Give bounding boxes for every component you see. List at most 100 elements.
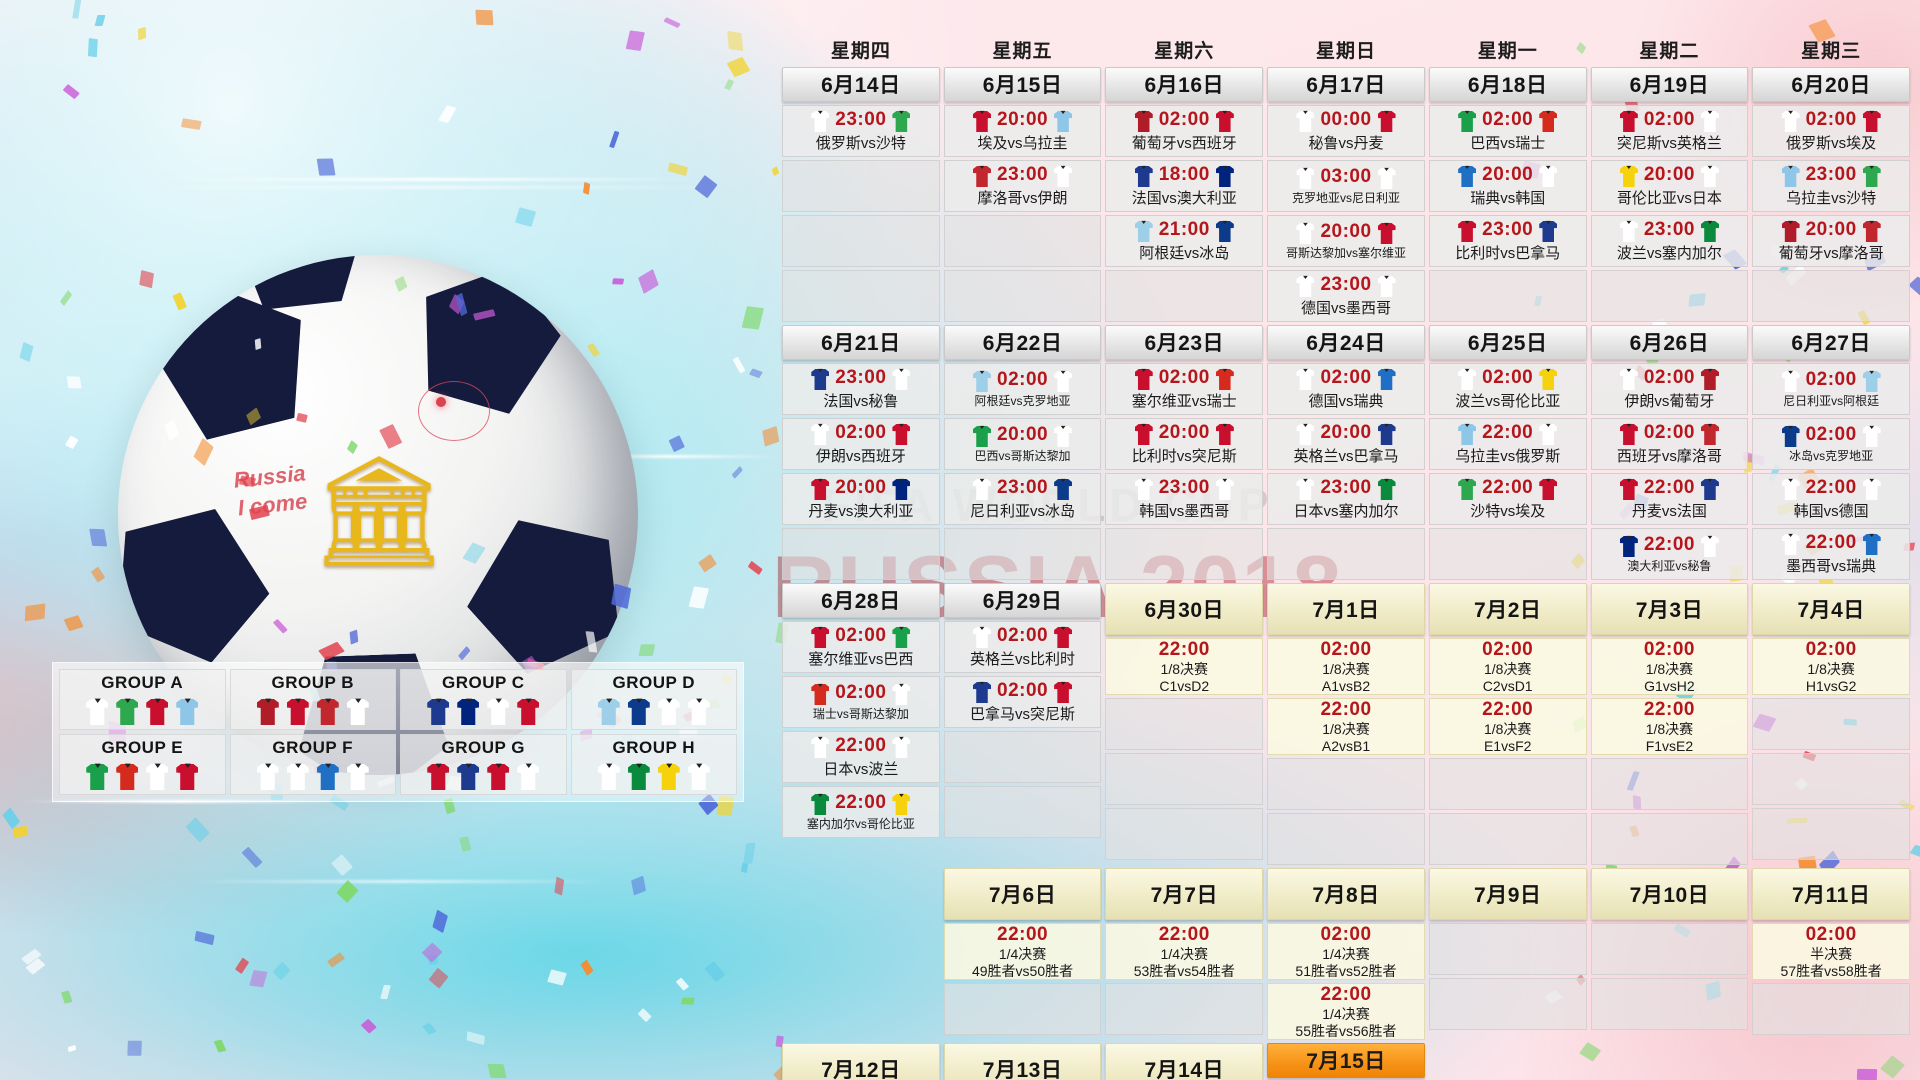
match-card[interactable]: 02:00 伊朗vs葡萄牙 — [1590, 363, 1749, 415]
match-card[interactable]: 21:00 阿根廷vs冰岛 — [1105, 215, 1264, 267]
date-header[interactable]: 6月30日 — [1105, 583, 1264, 635]
match-card[interactable]: 20:00 瑞典vs韩国 — [1428, 160, 1587, 212]
date-header[interactable]: 6月19日 — [1590, 67, 1749, 102]
knockout-match-card[interactable]: 02:00 1/8决赛 C2vsD1 — [1428, 638, 1587, 696]
date-header[interactable]: 7月1日 — [1267, 583, 1425, 635]
match-card[interactable]: 02:00 尼日利亚vs阿根廷 — [1752, 363, 1910, 415]
group-card-c[interactable]: GROUP C — [400, 669, 567, 730]
date-header[interactable]: 6月26日 — [1590, 325, 1749, 360]
date-header[interactable]: 7月12日 — [782, 1043, 940, 1080]
date-header[interactable]: 6月18日 — [1428, 67, 1587, 102]
knockout-match-card[interactable]: 22:00 1/4决赛 53胜者vs54胜者 — [1105, 923, 1264, 981]
match-card[interactable]: 23:00 法国vs秘鲁 — [782, 363, 940, 415]
knockout-match-card[interactable]: 02:00 1/8决赛 H1vsG2 — [1752, 638, 1910, 696]
match-card[interactable]: 02:00 波兰vs哥伦比亚 — [1428, 363, 1587, 415]
match-card[interactable]: 22:00 乌拉圭vs俄罗斯 — [1428, 418, 1587, 470]
match-card[interactable]: 02:00 冰岛vs克罗地亚 — [1752, 418, 1910, 470]
date-header[interactable]: 6月14日 — [782, 67, 940, 102]
match-card[interactable]: 03:00 克罗地亚vs尼日利亚 — [1267, 160, 1425, 212]
date-header[interactable]: 7月2日 — [1428, 583, 1587, 635]
knockout-match-card[interactable]: 22:00 1/8决赛 E1vsF2 — [1428, 698, 1587, 756]
group-card-h[interactable]: GROUP H — [570, 734, 737, 795]
match-card[interactable]: 02:00 葡萄牙vs西班牙 — [1105, 105, 1264, 157]
knockout-match-card[interactable]: 22:00 1/8决赛 A2vsB1 — [1267, 698, 1425, 756]
date-header[interactable]: 7月9日 — [1428, 868, 1587, 921]
date-header[interactable]: 6月22日 — [943, 325, 1102, 360]
match-card[interactable]: 22:00 塞内加尔vs哥伦比亚 — [782, 786, 940, 838]
date-header[interactable]: 7月13日 — [943, 1043, 1102, 1080]
date-header[interactable]: 6月27日 — [1752, 325, 1910, 360]
match-card[interactable]: 23:00 日本vs塞内加尔 — [1267, 473, 1425, 525]
date-header[interactable]: 7月4日 — [1752, 583, 1910, 635]
date-header[interactable]: 7月3日 — [1590, 583, 1749, 635]
knockout-match-card[interactable]: 02:00 1/4决赛 51胜者vs52胜者 — [1267, 923, 1425, 981]
date-header[interactable]: 7月7日 — [1105, 868, 1264, 921]
match-card[interactable]: 02:00 俄罗斯vs埃及 — [1752, 105, 1910, 157]
match-card[interactable]: 23:00 比利时vs巴拿马 — [1428, 215, 1587, 267]
date-header[interactable]: 7月11日 — [1752, 868, 1910, 921]
group-card-f[interactable]: GROUP F — [229, 734, 396, 795]
match-card[interactable]: 20:00 哥伦比亚vs日本 — [1590, 160, 1749, 212]
match-card[interactable]: 22:00 墨西哥vs瑞典 — [1752, 528, 1910, 580]
match-card[interactable]: 02:00 阿根廷vs克罗地亚 — [943, 363, 1102, 415]
group-card-d[interactable]: GROUP D — [570, 669, 737, 730]
date-header[interactable]: 6月23日 — [1105, 325, 1264, 360]
date-header[interactable]: 6月16日 — [1105, 67, 1264, 102]
match-card[interactable]: 20:00 葡萄牙vs摩洛哥 — [1752, 215, 1910, 267]
match-card[interactable]: 23:00 波兰vs塞内加尔 — [1590, 215, 1749, 267]
group-card-g[interactable]: GROUP G — [400, 734, 567, 795]
date-header[interactable]: 6月24日 — [1267, 325, 1425, 360]
date-header[interactable]: 7月15日 — [1267, 1043, 1425, 1079]
match-card[interactable]: 22:00 沙特vs埃及 — [1428, 473, 1587, 525]
date-header[interactable]: 6月25日 — [1428, 325, 1587, 360]
match-card[interactable]: 22:00 韩国vs德国 — [1752, 473, 1910, 525]
match-card[interactable]: 23:00 摩洛哥vs伊朗 — [943, 160, 1102, 212]
group-card-b[interactable]: GROUP B — [229, 669, 396, 730]
date-header[interactable]: 6月29日 — [943, 583, 1102, 618]
date-header[interactable]: 7月8日 — [1267, 868, 1425, 921]
match-card[interactable]: 02:00 塞尔维亚vs瑞士 — [1105, 363, 1264, 415]
date-header[interactable]: 6月20日 — [1752, 67, 1910, 102]
date-header[interactable]: 6月15日 — [943, 67, 1102, 102]
match-card[interactable]: 20:00 丹麦vs澳大利亚 — [782, 473, 940, 525]
match-card[interactable]: 23:00 德国vs墨西哥 — [1267, 270, 1425, 322]
date-header[interactable]: 7月10日 — [1590, 868, 1749, 921]
group-card-e[interactable]: GROUP E — [59, 734, 226, 795]
match-card[interactable]: 22:00 澳大利亚vs秘鲁 — [1590, 528, 1749, 580]
match-card[interactable]: 02:00 突尼斯vs英格兰 — [1590, 105, 1749, 157]
match-card[interactable]: 02:00 德国vs瑞典 — [1267, 363, 1425, 415]
match-card[interactable]: 20:00 埃及vs乌拉圭 — [943, 105, 1102, 157]
match-card[interactable]: 22:00 丹麦vs法国 — [1590, 473, 1749, 525]
match-card[interactable]: 02:00 英格兰vs比利时 — [943, 621, 1102, 673]
match-card[interactable]: 23:00 韩国vs墨西哥 — [1105, 473, 1264, 525]
match-card[interactable]: 00:00 秘鲁vs丹麦 — [1267, 105, 1425, 157]
knockout-match-card[interactable]: 02:00 1/8决赛 A1vsB2 — [1267, 638, 1425, 696]
match-card[interactable]: 20:00 英格兰vs巴拿马 — [1267, 418, 1425, 470]
date-header[interactable]: 7月14日 — [1105, 1043, 1264, 1080]
match-card[interactable]: 23:00 俄罗斯vs沙特 — [782, 105, 940, 157]
match-card[interactable]: 02:00 塞尔维亚vs巴西 — [782, 621, 940, 673]
knockout-match-card[interactable]: 22:00 1/8决赛 F1vsE2 — [1590, 698, 1749, 756]
knockout-match-card[interactable]: 22:00 1/4决赛 49胜者vs50胜者 — [943, 923, 1102, 981]
match-card[interactable]: 02:00 瑞士vs哥斯达黎加 — [782, 676, 940, 728]
match-card[interactable]: 02:00 巴西vs瑞士 — [1428, 105, 1587, 157]
date-header[interactable]: 7月6日 — [943, 868, 1102, 921]
date-header[interactable]: 6月28日 — [782, 583, 940, 618]
knockout-match-card[interactable]: 22:00 1/8决赛 C1vsD2 — [1105, 638, 1264, 696]
match-card[interactable]: 22:00 日本vs波兰 — [782, 731, 940, 783]
knockout-match-card[interactable]: 02:00 半决赛 57胜者vs58胜者 — [1752, 923, 1910, 981]
match-card[interactable]: 23:00 尼日利亚vs冰岛 — [943, 473, 1102, 525]
match-card[interactable]: 02:00 伊朗vs西班牙 — [782, 418, 940, 470]
match-card[interactable]: 20:00 哥斯达黎加vs塞尔维亚 — [1267, 215, 1425, 267]
match-card[interactable]: 02:00 西班牙vs摩洛哥 — [1590, 418, 1749, 470]
match-card[interactable]: 23:00 乌拉圭vs沙特 — [1752, 160, 1910, 212]
knockout-match-card[interactable]: 22:00 1/4决赛 55胜者vs56胜者 — [1267, 983, 1425, 1041]
date-header[interactable]: 6月21日 — [782, 325, 940, 360]
group-card-a[interactable]: GROUP A — [59, 669, 226, 730]
match-card[interactable]: 20:00 比利时vs突尼斯 — [1105, 418, 1264, 470]
match-card[interactable]: 02:00 巴拿马vs突尼斯 — [943, 676, 1102, 728]
match-card[interactable]: 20:00 巴西vs哥斯达黎加 — [943, 418, 1102, 470]
date-header[interactable]: 6月17日 — [1267, 67, 1425, 102]
knockout-match-card[interactable]: 02:00 1/8决赛 G1vsH2 — [1590, 638, 1749, 696]
match-card[interactable]: 18:00 法国vs澳大利亚 — [1105, 160, 1264, 212]
